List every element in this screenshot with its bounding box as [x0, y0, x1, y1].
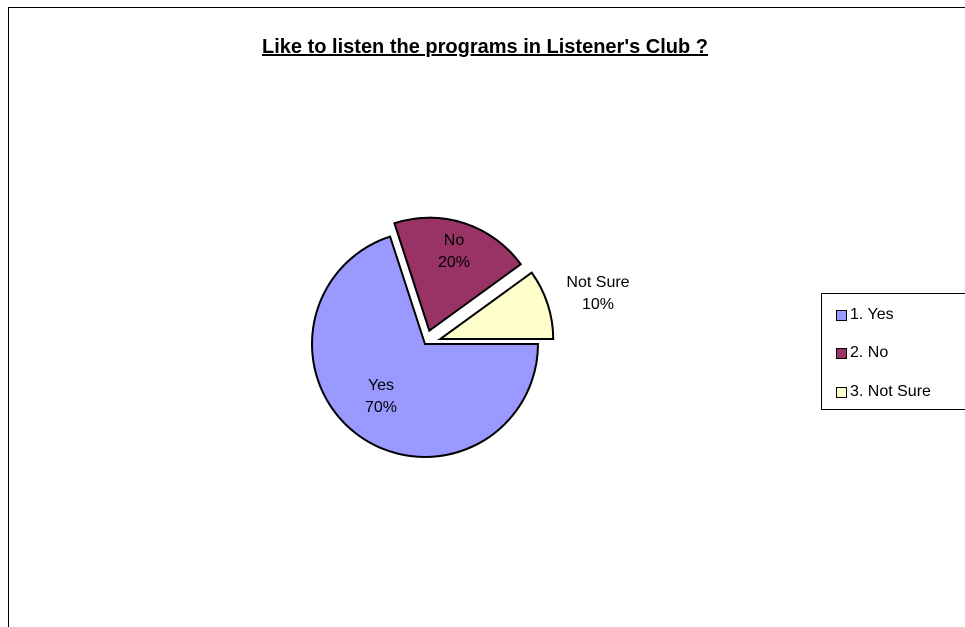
legend-label-no: 2. No [850, 344, 889, 361]
pie-slice-yes [311, 235, 540, 458]
legend-label-yes: 1. Yes [850, 306, 894, 323]
slice-label-yes: Yes [368, 377, 394, 394]
pie-slice-no [393, 216, 523, 333]
slice-label-not-sure: Not Sure [566, 274, 629, 291]
legend-swatch-yes [836, 309, 847, 321]
legend-swatch-not-sure [836, 386, 847, 398]
pie-slice-not-sure [437, 271, 555, 341]
legend-item-no: 2. No [836, 344, 888, 362]
legend-swatch-no [836, 347, 847, 359]
legend-item-not-sure: 3. Not Sure [836, 383, 931, 401]
chart-frame [8, 7, 965, 627]
slice-percent-yes: 70% [365, 399, 397, 416]
slice-percent-not-sure: 10% [582, 296, 614, 313]
legend-item-yes: 1. Yes [836, 306, 894, 324]
legend-label-not-sure: 3. Not Sure [850, 383, 931, 400]
slice-percent-no: 20% [438, 254, 470, 271]
slice-label-no: No [444, 232, 465, 249]
chart-title: Like to listen the programs in Listener'… [262, 36, 708, 58]
legend: 1. Yes 2. No 3. Not Sure [821, 293, 965, 410]
